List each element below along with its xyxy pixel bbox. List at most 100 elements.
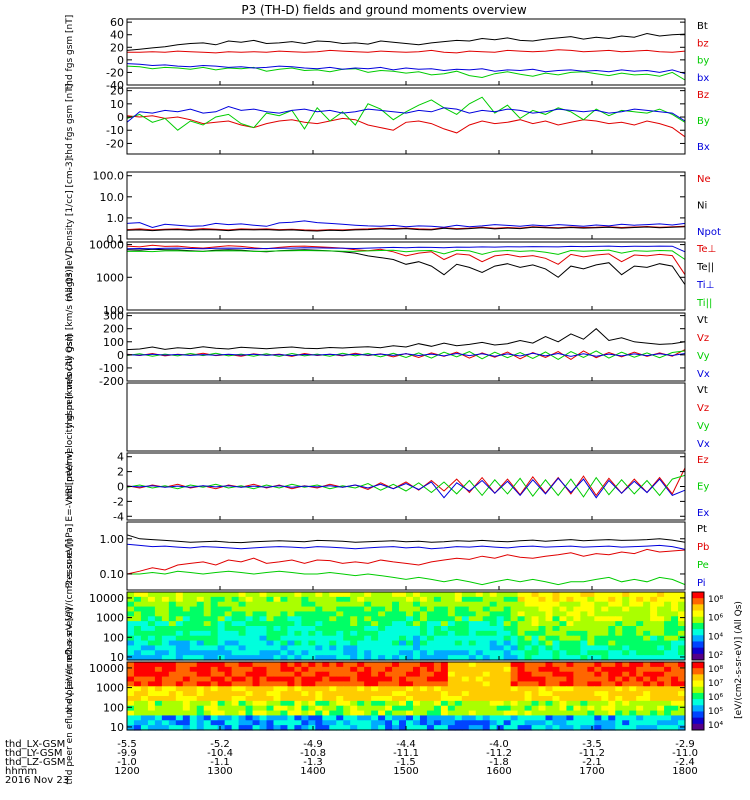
heatmap-cell xyxy=(524,662,533,668)
heatmap-cell xyxy=(231,621,240,627)
heatmap-cell xyxy=(294,626,302,632)
heatmap-cell xyxy=(140,676,149,683)
heatmap-cell xyxy=(399,626,407,632)
heatmap-cell xyxy=(461,710,470,717)
heatmap-cell xyxy=(175,592,184,598)
heatmap-cell xyxy=(573,662,581,668)
heatmap-cell xyxy=(259,696,268,702)
heatmap-cell xyxy=(336,601,344,608)
heatmap-cell xyxy=(273,630,282,637)
heatmap-cell xyxy=(210,666,219,673)
heatmap-cell xyxy=(454,676,463,683)
heatmap-cell xyxy=(671,626,679,632)
heatmap-cell xyxy=(601,725,609,731)
heatmap-cell xyxy=(252,655,261,661)
heatmap-cell xyxy=(524,715,533,721)
heatmap-cell xyxy=(133,606,142,613)
heatmap-cell xyxy=(371,650,379,656)
heatmap-cell xyxy=(657,686,665,692)
heatmap-cell xyxy=(315,650,323,656)
heatmap-cell xyxy=(294,645,302,651)
heatmap-cell xyxy=(378,630,386,637)
heatmap-cell xyxy=(294,715,302,721)
heatmap-cell xyxy=(127,630,135,637)
heatmap-cell xyxy=(636,596,644,603)
heatmap-cell xyxy=(622,645,630,651)
heatmap-cell xyxy=(350,715,358,721)
heatmap-cell xyxy=(545,592,554,598)
heatmap-cell xyxy=(406,601,414,608)
y-axis-label: thd peir velocity gsm [km/s (All Qs)] xyxy=(65,266,75,429)
heatmap-cell xyxy=(419,720,428,726)
heatmap-cell xyxy=(127,720,135,726)
heatmap-cell xyxy=(315,705,323,712)
heatmap-cell xyxy=(524,645,533,651)
heatmap-cell xyxy=(538,705,547,712)
heatmap-cell xyxy=(468,691,477,697)
heatmap-cell xyxy=(566,611,574,617)
heatmap-cell xyxy=(378,686,386,692)
heatmap-cell xyxy=(266,626,275,632)
heatmap-cell xyxy=(587,681,595,687)
heatmap-cell xyxy=(664,715,672,721)
heatmap-cell xyxy=(127,715,135,721)
heatmap-cell xyxy=(147,655,156,661)
heatmap-cell xyxy=(650,645,658,651)
heatmap-cell xyxy=(329,681,337,687)
heatmap-cell xyxy=(189,592,198,598)
heatmap-cell xyxy=(378,611,386,617)
heatmap-cell xyxy=(301,645,309,651)
y-axis-label: thd peer en eflux eV [eV/(cm2-s-sr-eV)] xyxy=(65,607,75,784)
heatmap-cell xyxy=(671,640,679,647)
heatmap-cell xyxy=(364,650,372,656)
heatmap-cell xyxy=(447,710,456,717)
heatmap-cell xyxy=(426,645,435,651)
heatmap-cell xyxy=(566,696,574,702)
heatmap-cell xyxy=(196,635,205,642)
heatmap-cell xyxy=(378,601,386,608)
heatmap-cell xyxy=(203,705,212,712)
heatmap-cell xyxy=(371,640,379,647)
heatmap-cell xyxy=(671,720,679,726)
heatmap-cell xyxy=(231,725,240,731)
heatmap-cell xyxy=(580,650,588,656)
heatmap-cell xyxy=(454,720,463,726)
heatmap-cell xyxy=(671,630,679,637)
heatmap-cell xyxy=(426,666,435,673)
heatmap-cell xyxy=(426,635,435,642)
heatmap-cell xyxy=(594,676,602,683)
heatmap-cell xyxy=(447,681,456,687)
heatmap-cell xyxy=(161,626,170,632)
heatmap-cell xyxy=(650,616,658,622)
heatmap-cell xyxy=(406,725,414,731)
heatmap-cell xyxy=(392,705,400,712)
heatmap-cell xyxy=(308,662,316,668)
heatmap-cell xyxy=(217,705,226,712)
heatmap-cell xyxy=(510,725,519,731)
heatmap-cell xyxy=(224,611,233,617)
heatmap-cell xyxy=(294,606,302,613)
heatmap-cell xyxy=(371,696,379,702)
heatmap-cell xyxy=(196,686,205,692)
heatmap-cell xyxy=(329,621,337,627)
heatmap-cell xyxy=(664,621,672,627)
heatmap-cell xyxy=(210,681,219,687)
heatmap-cell xyxy=(664,601,672,608)
y-tick-label: 4 xyxy=(117,451,124,464)
heatmap-cell xyxy=(503,635,512,642)
y-tick-label: 10000 xyxy=(89,239,124,252)
heatmap-cell xyxy=(392,621,400,627)
heatmap-cell xyxy=(231,696,240,702)
heatmap-cell xyxy=(531,601,540,608)
heatmap-cell xyxy=(392,686,400,692)
heatmap-cell xyxy=(510,635,519,642)
heatmap-cell xyxy=(238,700,247,707)
legend-label-by: by xyxy=(697,56,709,67)
heatmap-cell xyxy=(385,606,393,613)
heatmap-cell xyxy=(308,611,316,617)
heatmap-cell xyxy=(182,616,191,622)
series-line-Ey xyxy=(126,474,686,498)
heatmap-cell xyxy=(475,616,484,622)
heatmap-cell xyxy=(622,696,630,702)
heatmap-cell xyxy=(524,676,533,683)
